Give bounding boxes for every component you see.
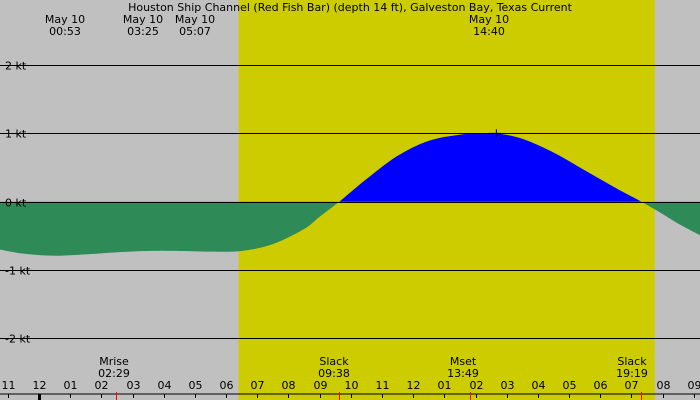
moonset-time: 13:49: [447, 367, 479, 380]
x-tick-label: 07: [625, 379, 639, 392]
top-event-time: 14:40: [473, 25, 505, 38]
slack-label: Slack: [319, 355, 349, 368]
slack-time: 09:38: [318, 367, 350, 380]
y-tick-label: -1 kt: [5, 265, 31, 278]
top-event-time: 05:07: [179, 25, 211, 38]
x-tick-label: 06: [220, 379, 234, 392]
x-tick-label: 08: [657, 379, 671, 392]
y-tick-label: 1 kt: [5, 128, 27, 141]
y-tick-label: -2 kt: [5, 333, 31, 346]
x-tick-label: 11: [376, 379, 390, 392]
x-tick-label: 12: [33, 379, 47, 392]
x-tick-label: 12: [407, 379, 421, 392]
moonrise-label: Mrise: [99, 355, 129, 368]
top-event-time: 00:53: [49, 25, 81, 38]
slack-label: Slack: [617, 355, 647, 368]
top-event-date: May 10: [469, 13, 509, 26]
x-tick-label: 08: [282, 379, 296, 392]
moonset-label: Mset: [450, 355, 477, 368]
x-tick-label: 01: [64, 379, 78, 392]
top-event-date: May 10: [175, 13, 215, 26]
chart-title: Houston Ship Channel (Red Fish Bar) (dep…: [128, 1, 573, 14]
x-tick-label: 04: [532, 379, 546, 392]
x-tick-label: 02: [95, 379, 109, 392]
top-event-date: May 10: [45, 13, 85, 26]
top-event-time: 03:25: [127, 25, 159, 38]
x-tick-label: 07: [251, 379, 265, 392]
x-tick-label: 04: [158, 379, 172, 392]
x-tick-label: 01: [438, 379, 452, 392]
x-tick-label: 05: [563, 379, 577, 392]
x-tick-label: 09: [314, 379, 328, 392]
x-tick-label: 02: [470, 379, 484, 392]
flood-current-area: [0, 132, 700, 202]
x-tick-label: 03: [501, 379, 515, 392]
x-tick-label: 10: [345, 379, 359, 392]
y-tick-label: 2 kt: [5, 60, 27, 73]
moonrise-time: 02:29: [98, 367, 130, 380]
x-tick-label: 03: [127, 379, 141, 392]
x-tick-label: 11: [2, 379, 16, 392]
ebb-current-area: [0, 201, 700, 256]
top-event-date: May 10: [123, 13, 163, 26]
x-tick-label: 06: [594, 379, 608, 392]
slack-time: 19:19: [616, 367, 648, 380]
max-flood-marker: [492, 129, 501, 138]
y-tick-label: 0 kt: [5, 197, 27, 210]
x-tick-label: 09: [688, 379, 700, 392]
x-tick-label: 05: [189, 379, 203, 392]
